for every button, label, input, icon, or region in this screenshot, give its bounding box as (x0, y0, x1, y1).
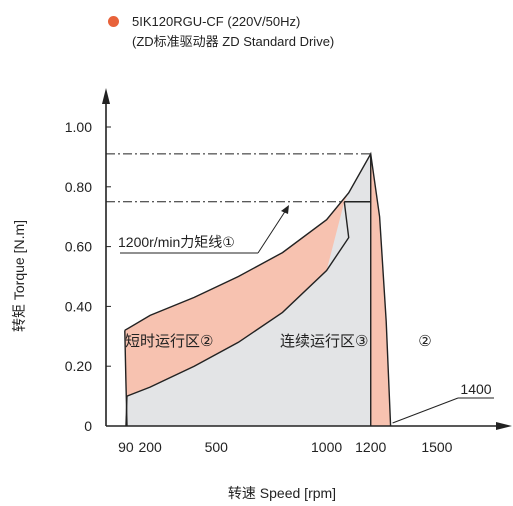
legend-label-line1: 5IK120RGU-CF (220V/50Hz) (132, 14, 301, 29)
rated-torque-leader-arrow (281, 205, 289, 214)
y-tick-label-5: 1.00 (65, 119, 92, 135)
rated-torque-label: 1200r/min力矩线① (118, 234, 235, 250)
continuous-region-label: 连续运行区③ (280, 333, 368, 350)
x-axis-arrow (496, 422, 512, 430)
chart-ticks: 0 0.20 0.40 0.60 0.80 1.00 90 200 500 1000 1200 150… (11, 119, 453, 501)
y-tick-label-4: 0.80 (65, 179, 92, 195)
max-speed-leader-diag (392, 397, 459, 424)
max-speed-label: 1400 (460, 381, 491, 397)
rated-torque-leader-diag (257, 209, 287, 254)
chart-regions (124, 151, 392, 427)
y-axis-arrow (102, 88, 110, 104)
continuous-left-edge (125, 396, 128, 427)
y-tick-label-2: 0.40 (65, 298, 92, 314)
x-tick-label-5: 1500 (421, 439, 452, 455)
legend-marker (108, 16, 119, 27)
chart-annotations: 1200r/min力矩线① 短时运行区② 连续运行区③ ② 1400 (118, 205, 494, 424)
chart-reference-lines (106, 153, 371, 203)
y-tick-label-1: 0.20 (65, 358, 92, 374)
x-tick-label-1: 200 (138, 439, 162, 455)
x-tick-label-0: 90 (118, 439, 134, 455)
y-tick-label-3: 0.60 (65, 239, 92, 255)
short-time-upper-curve (124, 151, 392, 427)
chart-axes (102, 88, 512, 430)
short-time-region-label: 短时运行区② (125, 333, 213, 350)
y-tick-label-0: 0 (84, 418, 92, 434)
x-axis-label: 转速 Speed [rpm] (228, 485, 336, 501)
legend-label-line2: (ZD标准驱动器 ZD Standard Drive) (132, 34, 335, 49)
short-time-tail-label: ② (418, 333, 431, 350)
continuous-upper-curve (126, 201, 350, 397)
continuous-region (127, 153, 371, 426)
x-tick-label-2: 500 (205, 439, 229, 455)
x-tick-label-4: 1200 (355, 439, 386, 455)
x-tick-label-3: 1000 (311, 439, 342, 455)
y-axis-label: 转矩 Torque [N.m] (11, 220, 27, 332)
